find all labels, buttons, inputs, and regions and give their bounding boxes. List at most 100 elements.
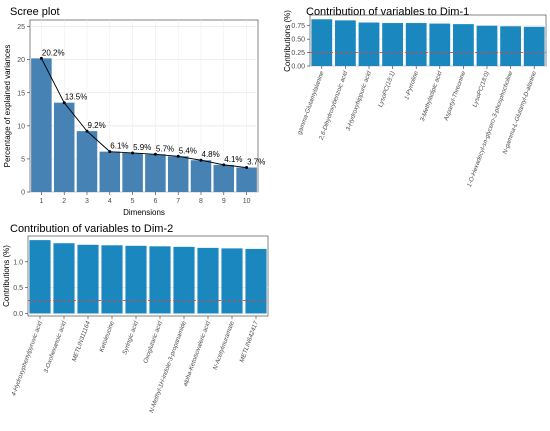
dim2-bar: [77, 244, 99, 314]
dim1-category-label: Aspartyl-Threonine: [442, 70, 467, 123]
dim2-category-label: Ketoleucine: [98, 320, 116, 353]
scree-xtick-label: 4: [108, 198, 112, 205]
scree-plot: Scree plot 20.2% 13.5% 9.2% 6.1% 5.9% 5.7% 5.4…: [3, 6, 265, 217]
dim1-ytick-label: 0.75: [291, 23, 305, 30]
scree-ytick-label: 20: [17, 57, 25, 64]
dim1-bar: [476, 25, 498, 67]
scree-point: [176, 154, 180, 158]
dim2-contribution-chart: Contribution of variables to Dim-2 0.0 0.…: [2, 223, 269, 414]
dim2-category-label: METLIN642417: [238, 320, 260, 364]
scree-data-label: 13.5%: [65, 93, 88, 102]
scree-bar: [167, 156, 189, 192]
dim1-bar: [429, 23, 451, 66]
dim1-ytick-label: 0.50: [291, 37, 305, 44]
dim2-ytick-label: 0.0: [13, 311, 23, 318]
dim2-bar: [125, 245, 147, 314]
dim2-bar: [197, 247, 219, 314]
dim1-category-label: 3-Hydroxyhippuric acid: [345, 70, 373, 132]
scree-bar: [236, 167, 257, 192]
dim2-bar: [101, 245, 123, 314]
scree-xtick-label: 2: [62, 198, 66, 205]
scree-xtick-label: 7: [176, 198, 180, 205]
scree-point: [153, 152, 157, 156]
scree-point: [245, 166, 249, 170]
dim1-category-label: 1-Pyrroline: [403, 70, 420, 101]
dim2-category-label: 4-Hydroxyphenylpyruvic acid: [10, 320, 44, 397]
scree-xtick-label: 8: [199, 198, 203, 205]
scree-data-label: 4.1%: [224, 155, 242, 164]
scree-bar: [31, 58, 52, 192]
dim2-category-label: Oxoglutaric acid: [142, 320, 164, 365]
scree-data-label: 3.7%: [247, 158, 265, 167]
scree-point: [108, 150, 112, 154]
dim2-bar: [149, 246, 171, 314]
scree-data-label: 20.2%: [42, 48, 65, 57]
scree-plot-ylabel: Percentage of explained variances: [3, 45, 12, 168]
dim1-category-label: gamma-Glutamylalanine: [296, 70, 326, 136]
scree-point: [39, 56, 43, 60]
dim2-bar: [221, 248, 243, 314]
dim2-chart-title: Contribution of variables to Dim-2: [10, 223, 173, 235]
scree-plot-title: Scree plot: [10, 6, 60, 18]
scree-data-label: 5.4%: [179, 146, 197, 155]
scree-line: [40, 58, 247, 168]
dim1-bar: [358, 22, 380, 66]
scree-bar: [99, 151, 121, 192]
scree-point: [222, 163, 226, 167]
scree-point: [199, 158, 203, 162]
dim1-category-label: 1-O-Hexadecyl-sn-glycero-3-phosphocholin…: [466, 70, 515, 188]
scree-bar: [145, 154, 166, 192]
dim1-bar: [523, 26, 545, 67]
scree-plot-xlabel: Dimensions: [123, 208, 165, 217]
dim1-ytick-label: 0.25: [291, 50, 305, 57]
dim1-category-label: LysoPC(18:0): [471, 70, 490, 108]
scree-bar: [190, 160, 212, 192]
dim1-bar: [500, 26, 521, 67]
dim2-category-label: Syringic acid: [121, 320, 140, 356]
dim1-ytick-label: 0.00: [291, 64, 305, 71]
scree-ytick-label: 5: [21, 156, 25, 163]
dim2-category-label: 3-Oxohexanoic acid: [43, 320, 68, 374]
scree-point: [85, 129, 89, 133]
scree-xtick-label: 1: [39, 198, 43, 205]
scree-ytick-label: 25: [17, 24, 25, 31]
scree-data-label: 4.8%: [202, 150, 220, 159]
scree-bar: [76, 131, 98, 192]
dim1-bar: [405, 23, 427, 66]
dim2-bar: [173, 246, 195, 314]
dim1-category-label: LysoPC(18:1): [377, 70, 396, 108]
dim1-bar: [382, 23, 403, 66]
dim1-bar: [311, 19, 333, 66]
scree-xtick-label: 9: [222, 198, 226, 205]
scree-point: [62, 101, 66, 105]
dim1-chart-ylabel: Contributions (%): [283, 10, 292, 72]
scree-xtick-label: 6: [153, 198, 157, 205]
scree-xtick-label: 10: [243, 198, 251, 205]
dim2-ytick-label: 0.5: [13, 285, 23, 292]
scree-data-label: 5.9%: [133, 143, 151, 152]
scree-xtick-label: 5: [131, 198, 135, 205]
scree-ytick-label: 10: [17, 123, 25, 130]
dim1-category-label: 3-Methyladipic acid: [419, 70, 444, 123]
scree-ytick-label: 15: [17, 90, 25, 97]
scree-xtick-label: 3: [85, 198, 89, 205]
dim2-chart-ylabel: Contributions (%): [2, 245, 11, 307]
dim2-bar: [29, 240, 51, 314]
dim1-bar: [453, 24, 474, 66]
dim1-bar: [335, 20, 356, 66]
scree-data-label: 9.2%: [88, 121, 106, 130]
scree-bar: [53, 102, 75, 192]
scree-ytick-label: 0: [21, 190, 25, 197]
dim2-category-label: alpha-Ketoisovaleric acid: [182, 320, 212, 388]
scree-point: [131, 151, 135, 155]
scree-bar: [122, 152, 143, 192]
dim1-contribution-chart: Contribution of variables to Dim-1 0.000…: [283, 6, 547, 188]
dim2-category-label: METLIN311164: [71, 320, 92, 363]
dim2-ytick-label: 1.0: [13, 259, 23, 266]
scree-data-label: 5.7%: [156, 144, 174, 153]
dim2-bar: [245, 248, 267, 314]
scree-data-label: 6.1%: [110, 142, 128, 151]
dim2-category-label: N-Acetylmuramate: [212, 320, 236, 371]
scree-bar: [213, 164, 235, 192]
